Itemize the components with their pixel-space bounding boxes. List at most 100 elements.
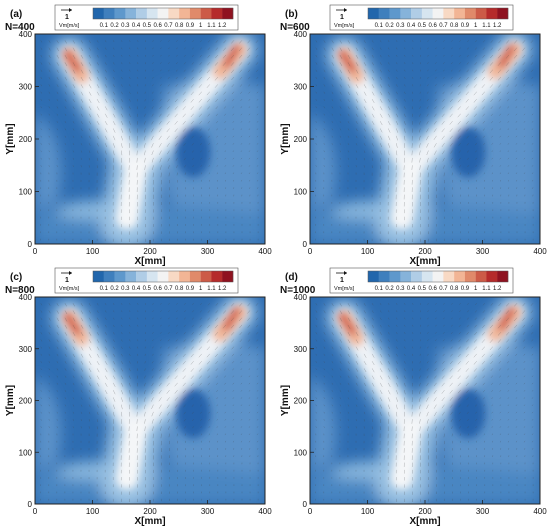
colorbar-unit-label: Vm[m/s] (334, 23, 355, 29)
colorbar-swatch (211, 271, 223, 282)
x-tick-label: 200 (418, 507, 432, 516)
vector-arrows (315, 40, 534, 243)
colorbar-tick-label: 1 (474, 23, 478, 29)
left-wall-flow (310, 112, 336, 213)
jet-peak-0 (62, 311, 82, 336)
x-axis-label: X[mm] (409, 516, 440, 527)
colorbar-tick-label: 1 (474, 286, 478, 292)
colorbar-swatch (411, 8, 423, 19)
colorbar-tick-label: 0.6 (428, 23, 437, 29)
n-label: N=800 (5, 285, 35, 296)
stem-core (390, 420, 423, 490)
colorbar-tick-label: 1.1 (207, 286, 216, 292)
colorbar-swatch (378, 8, 390, 19)
colorbar-swatch (179, 271, 191, 282)
colorbar-tick-label: 0.2 (110, 286, 119, 292)
colorbar-swatch (103, 8, 115, 19)
n-label: N=600 (280, 22, 310, 33)
stem-core (115, 420, 148, 490)
colorbar-swatch (389, 271, 401, 282)
colorbar-tick-label: 0.9 (461, 23, 470, 29)
x-tick-label: 100 (361, 247, 375, 256)
jet-peak-1 (222, 43, 241, 69)
x-axis-label: X[mm] (409, 256, 440, 267)
y-tick-label: 400 (294, 293, 308, 302)
reference-vector-head (69, 8, 72, 12)
x-tick-label: 0 (33, 507, 38, 516)
y-axis-label: Y[mm] (5, 123, 16, 154)
vector-arrows (315, 303, 534, 503)
colorbar-swatch (103, 271, 115, 282)
n-label: N=400 (5, 22, 35, 33)
colorbar-swatch (168, 271, 180, 282)
colorbar-tick-label: 0.4 (407, 286, 416, 292)
y-axis-label: Y[mm] (280, 123, 291, 154)
colorbar-swatch (125, 8, 137, 19)
y-tick-label: 400 (19, 30, 33, 39)
colorbar-tick-label: 0.2 (110, 23, 119, 29)
colorbar-tick-label: 1 (199, 286, 203, 292)
colorbar-swatch (486, 8, 498, 19)
left-wall-flow (35, 374, 61, 473)
y-tick-label: 200 (19, 397, 33, 406)
y-tick-label: 0 (28, 240, 33, 249)
colorbar-tick-label: 1.2 (218, 23, 227, 29)
panel-3: 0 100 200 300 400 0 100 200 300 400 X[mm] Y[mm] (c) N… (5, 267, 272, 527)
panel-1: 0 100 200 300 400 0 100 200 300 400 X[mm] Y[mm] (a) N… (5, 4, 272, 267)
colorbar-tick-label: 0.9 (186, 23, 195, 29)
colorbar-swatch (222, 8, 234, 19)
colorbar-frame (92, 7, 234, 20)
y-tick-label: 100 (294, 188, 308, 197)
colorbar-swatch (464, 271, 476, 282)
y-tick-label: 400 (294, 30, 308, 39)
y-axis-label: Y[mm] (280, 385, 291, 416)
jet-peak-1 (497, 306, 516, 331)
colorbar-tick-label: 0.5 (143, 286, 152, 292)
jet-peak-0 (337, 48, 357, 73)
y-tick-label: 400 (19, 293, 33, 302)
vortex-core (450, 126, 486, 178)
colorbar-tick-label: 0.9 (461, 286, 470, 292)
jet-peak-1 (222, 306, 241, 331)
x-tick-label: 300 (201, 507, 215, 516)
colorbar-tick-label: 0.2 (385, 286, 394, 292)
velocity-field (35, 297, 265, 504)
colorbar-frame (367, 7, 509, 20)
y-tick-label: 200 (19, 135, 33, 144)
y-tick-label: 100 (294, 448, 308, 457)
reference-vector-value: 1 (340, 14, 344, 21)
colorbar-legend: 1 Vm[m/s] 0.1 0.2 0.3 0.4 0.5 0.6 0.7 0.8 0.9 1 1.1 1… (54, 267, 239, 294)
colorbar-swatch (400, 8, 412, 19)
y-axis-label: Y[mm] (5, 385, 16, 416)
colorbar-tick-label: 0.8 (450, 23, 459, 29)
vortex-core (450, 388, 486, 439)
y-tick-label: 0 (303, 240, 308, 249)
reference-vector-value: 1 (340, 277, 344, 284)
y-tick-label: 200 (294, 397, 308, 406)
colorbar-swatch (146, 271, 158, 282)
colorbar-tick-label: 0.6 (428, 286, 437, 292)
x-axis-label: X[mm] (134, 516, 165, 527)
colorbar-swatch (475, 271, 487, 282)
colorbar-swatch (93, 8, 104, 19)
colorbar-tick-label: 0.4 (132, 286, 141, 292)
colorbar-swatch (400, 271, 412, 282)
left-wall-flow (35, 112, 61, 213)
colorbar-swatch (454, 8, 466, 19)
x-tick-label: 400 (258, 507, 272, 516)
panel-4: 0 100 200 300 400 0 100 200 300 400 X[mm] Y[mm] (d) N… (280, 267, 547, 527)
velocity-field (310, 297, 540, 504)
n-label: N=1000 (280, 285, 316, 296)
colorbar-swatch (486, 271, 498, 282)
vortex-core (175, 126, 211, 178)
vector-arrows (40, 40, 259, 243)
colorbar-tick-label: 1.1 (207, 23, 216, 29)
colorbar-frame (92, 270, 234, 283)
y-tick-label: 200 (294, 135, 308, 144)
colorbar-tick-label: 0.5 (143, 23, 152, 29)
colorbar-tick-label: 0.3 (121, 23, 130, 29)
colorbar-swatch (189, 8, 201, 19)
x-tick-label: 300 (476, 507, 490, 516)
colorbar-tick-label: 0.1 (100, 23, 109, 29)
